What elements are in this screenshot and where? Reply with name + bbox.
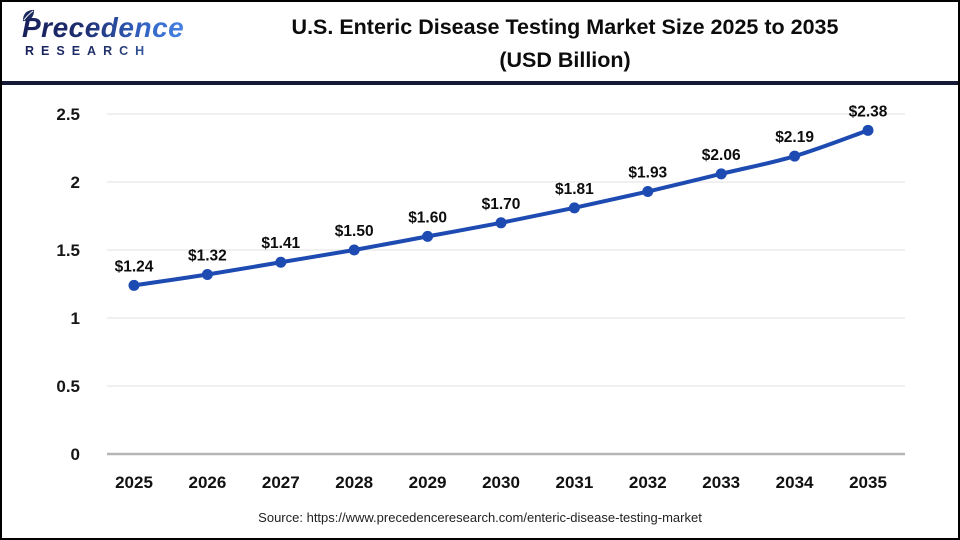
data-label: $2.38 [849,103,888,120]
data-point [715,168,727,180]
chart-title: U.S. Enteric Disease Testing Market Size… [187,11,943,78]
brand-name: Precedence [22,9,192,43]
chart-title-line2: (USD Billion) [499,48,631,73]
source-text: Source: https://www.precedenceresearch.c… [258,510,702,525]
y-tick-label: 0 [71,445,80,464]
x-tick-label: 2035 [849,473,887,492]
x-tick-label: 2033 [702,473,740,492]
y-tick-label: 0.5 [56,377,80,396]
data-point [275,256,287,268]
header-divider [2,81,958,85]
y-tick-label: 2 [71,173,80,192]
x-tick-label: 2027 [262,473,300,492]
data-label: $1.24 [115,258,154,275]
brand-logo: Precedence RESEARCH [22,9,192,58]
y-tick-label: 2.5 [56,105,80,124]
data-point [568,202,580,214]
data-point [789,150,801,162]
x-tick-label: 2028 [335,473,373,492]
line-chart: 0 0.5 1 1.5 2 2.5 $1.24 2025 $1.32 2026 $1.41 2027 $… [56,103,905,492]
logo-text-main: Precedence [22,12,185,43]
y-tick-label: 1.5 [56,241,80,260]
x-tick-label: 2034 [776,473,814,492]
y-tick-label: 1 [71,309,80,328]
x-tick-label: 2025 [115,473,153,492]
x-tick-label: 2029 [409,473,447,492]
x-tick-label: 2031 [555,473,593,492]
chart-title-line1: U.S. Enteric Disease Testing Market Size… [291,15,839,39]
data-point [642,186,654,198]
data-label: $1.60 [408,209,447,226]
data-point [201,268,213,280]
data-point [862,124,874,136]
data-label: $1.70 [482,196,521,213]
data-point [422,230,434,242]
logo-text-sub: RESEARCH [22,44,192,58]
data-point [348,244,360,256]
data-point [128,279,140,291]
data-point [495,217,507,229]
data-label: $1.41 [261,235,300,252]
data-label: $1.50 [335,223,374,240]
x-tick-label: 2030 [482,473,520,492]
data-label: $2.06 [702,147,741,164]
data-label: $2.19 [775,129,814,146]
header: Precedence RESEARCH U.S. Enteric Disease… [2,2,958,81]
data-label: $1.32 [188,247,227,264]
data-label: $1.81 [555,181,594,198]
x-tick-label: 2026 [188,473,226,492]
data-label: $1.93 [628,165,667,182]
leaf-icon [22,9,35,22]
x-tick-label: 2032 [629,473,667,492]
chart-area: 0 0.5 1 1.5 2 2.5 $1.24 2025 $1.32 2026 $1.41 2027 $… [2,85,960,507]
